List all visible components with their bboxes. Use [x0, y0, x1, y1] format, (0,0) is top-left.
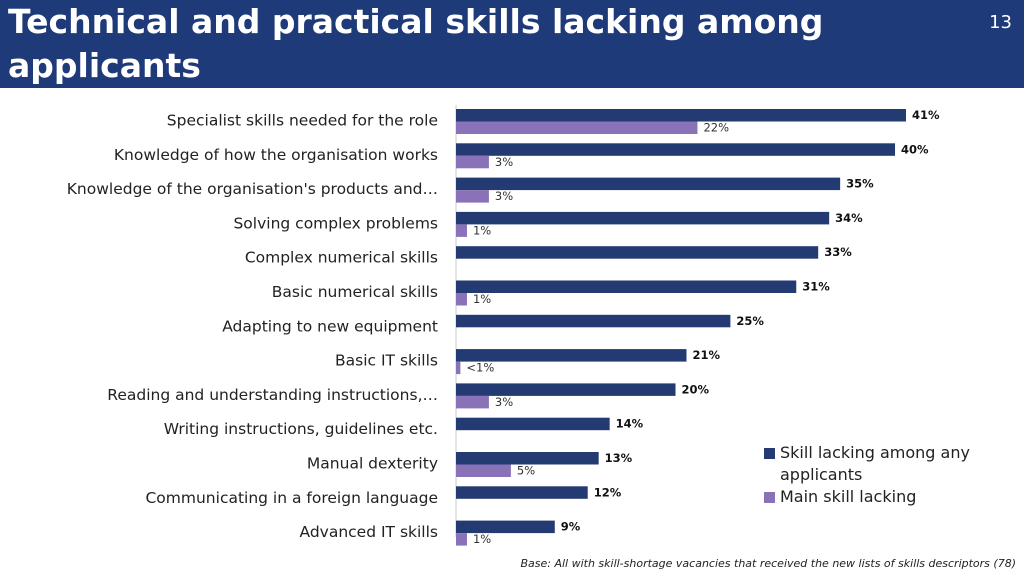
- bar-any-applicants: [456, 383, 676, 396]
- category-label: Knowledge of the organisation's products…: [67, 180, 438, 198]
- bar-main-skill: [456, 395, 489, 409]
- category-label: Writing instructions, guidelines etc.: [164, 420, 438, 438]
- data-label-any: 34%: [835, 211, 863, 225]
- legend-swatch-main: [764, 492, 775, 503]
- bar-any-applicants: [456, 349, 687, 362]
- category-label: Complex numerical skills: [245, 249, 438, 267]
- bar-any-applicants: [456, 520, 555, 534]
- category-label: Adapting to new equipment: [222, 317, 438, 335]
- data-label-any: 9%: [561, 520, 581, 534]
- data-label-main: 5%: [517, 464, 535, 478]
- bar-main-skill: [456, 155, 489, 169]
- category-label: Specialist skills needed for the role: [167, 112, 438, 130]
- bar-any-applicants: [456, 211, 830, 225]
- data-label-any: 40%: [901, 142, 929, 156]
- category-label: Communicating in a foreign language: [145, 489, 438, 507]
- category-label: Basic IT skills: [335, 352, 438, 370]
- data-label-main: 1%: [473, 292, 491, 306]
- bar-any-applicants: [456, 177, 841, 191]
- data-label-any: 35%: [846, 177, 874, 191]
- legend-label-main: Main skill lacking: [780, 487, 917, 506]
- bar-main-skill: [456, 293, 467, 306]
- data-label-any: 31%: [802, 280, 830, 294]
- category-label: Basic numerical skills: [272, 283, 438, 301]
- data-label-main: 1%: [473, 223, 491, 237]
- bar-any-applicants: [456, 486, 588, 499]
- bar-main-skill: [456, 224, 467, 237]
- bar-main-skill: [456, 361, 461, 375]
- category-label: Manual dexterity: [307, 455, 438, 473]
- bar-any-applicants: [456, 246, 819, 259]
- data-label-any: 41%: [912, 108, 940, 122]
- bar-main-skill: [456, 121, 698, 134]
- category-label: Knowledge of how the organisation works: [114, 146, 438, 164]
- bar-any-applicants: [456, 417, 610, 431]
- data-label-any: 13%: [605, 451, 633, 465]
- data-label-any: 33%: [824, 245, 852, 259]
- data-label-main: <1%: [466, 361, 494, 375]
- legend: Skill lacking among any applicants Main …: [764, 442, 994, 508]
- data-label-main: 3%: [495, 395, 513, 409]
- data-label-any: 21%: [692, 348, 720, 362]
- data-label-main: 1%: [473, 532, 491, 546]
- bar-any-applicants: [456, 452, 599, 465]
- bar-any-applicants: [456, 280, 797, 293]
- data-label-main: 22%: [703, 121, 729, 135]
- legend-item-any: Skill lacking among any applicants: [764, 442, 994, 486]
- legend-swatch-any: [764, 448, 775, 459]
- bar-main-skill: [456, 464, 511, 477]
- data-label-any: 12%: [594, 485, 622, 499]
- bar-main-skill: [456, 190, 489, 203]
- category-label: Advanced IT skills: [299, 523, 438, 541]
- data-label-main: 3%: [495, 155, 513, 169]
- legend-label-any: Skill lacking among any applicants: [780, 443, 970, 484]
- slide-title: Technical and practical skills lacking a…: [8, 2, 824, 85]
- category-label: Reading and understanding instructions,…: [107, 386, 438, 404]
- data-label-any: 25%: [736, 314, 764, 328]
- data-label-any: 14%: [616, 417, 644, 431]
- header-bar: Technical and practical skills lacking a…: [0, 0, 1024, 88]
- footnote: Base: All with skill-shortage vacancies …: [520, 557, 1016, 570]
- data-label-main: 3%: [495, 189, 513, 203]
- bar-any-applicants: [456, 314, 731, 328]
- legend-item-main: Main skill lacking: [764, 486, 994, 508]
- bar-main-skill: [456, 533, 467, 546]
- bar-any-applicants: [456, 109, 906, 122]
- category-label: Solving complex problems: [233, 214, 438, 232]
- bar-any-applicants: [456, 143, 896, 156]
- data-label-any: 20%: [682, 382, 710, 396]
- page-number: 13: [989, 12, 1012, 33]
